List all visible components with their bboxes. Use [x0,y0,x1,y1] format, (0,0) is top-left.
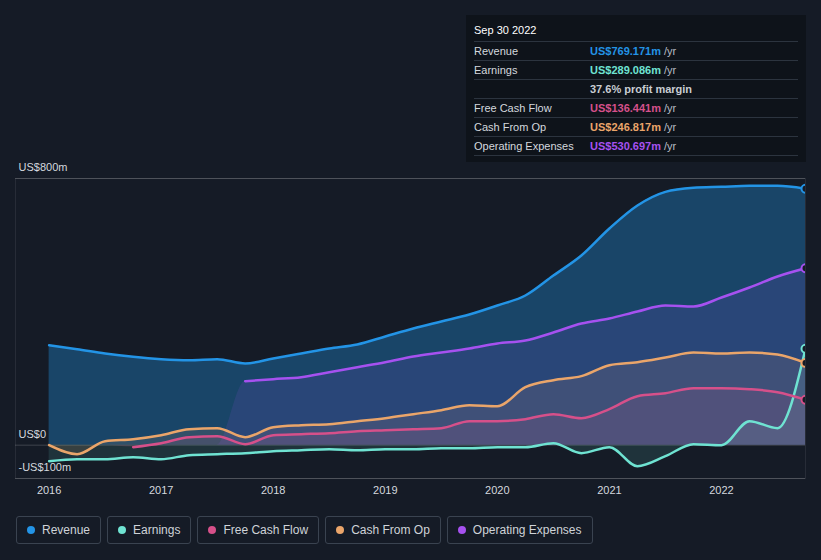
svg-text:2016: 2016 [37,484,61,496]
svg-text:2022: 2022 [709,484,733,496]
html-text:Cash From Op: Cash From Op [351,523,430,537]
html-text:37.6% profit margin: 37.6% profit margin [590,83,693,95]
html-text:Operating Expenses: Operating Expenses [472,523,582,537]
html-text:Sep 30 2022: Sep 30 2022 [474,24,537,36]
html-text:US$289.086m /yr: US$289.086m /yr [590,64,677,76]
html-text:US$769.171m /yr: US$769.171m /yr [590,45,677,57]
html-text:Free Cash Flow: Free Cash Flow [474,102,552,114]
html-text:US$530.697m /yr: US$530.697m /yr [590,140,677,152]
html-text:Operating Expenses: Operating Expenses [474,140,574,152]
svg-text:2017: 2017 [149,484,173,496]
html-text:Earnings: Earnings [133,523,181,537]
html-text:Cash From Op: Cash From Op [474,121,547,133]
html-text:Revenue: Revenue [42,523,90,537]
svg-text:2020: 2020 [485,484,509,496]
svg-text:2018: 2018 [261,484,285,496]
html-text:US$136.441m /yr: US$136.441m /yr [590,102,677,114]
svg-text:2019: 2019 [373,484,397,496]
html-text:US$246.817m /yr: US$246.817m /yr [590,121,677,133]
svg-text:2021: 2021 [597,484,621,496]
html-text:Revenue: Revenue [474,45,518,57]
html-text:Earnings: Earnings [474,64,518,76]
html-text:Free Cash Flow: Free Cash Flow [223,523,309,537]
svg-text:-US$100m: -US$100m [19,461,72,473]
svg-text:US$0: US$0 [19,428,47,440]
svg-text:US$800m: US$800m [19,161,68,173]
